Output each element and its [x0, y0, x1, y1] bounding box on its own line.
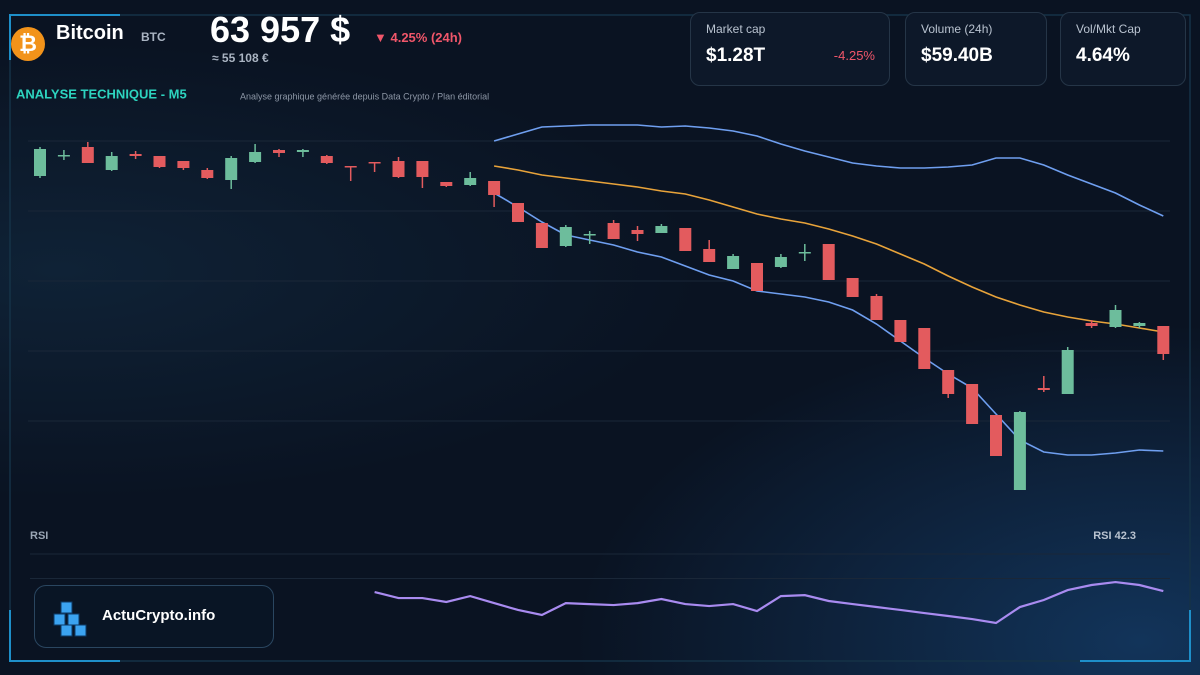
- candle-body: [559, 227, 572, 246]
- rsi-annotation: RSI 42.3: [1093, 530, 1136, 542]
- price: 63 957 $: [210, 9, 351, 50]
- candle-body: [129, 154, 142, 156]
- candle-body: [177, 161, 190, 168]
- candle-body: [822, 244, 835, 280]
- chart-title: ANALYSE TECHNIQUE - M5: [16, 86, 187, 101]
- candle-body: [320, 156, 333, 163]
- candle-body: [1133, 323, 1146, 326]
- candle-body: [225, 158, 238, 180]
- candle-body: [727, 256, 740, 269]
- coin-symbol: BTC: [141, 30, 166, 44]
- candle-body: [440, 182, 453, 186]
- rsi-title: RSI: [30, 530, 48, 542]
- candle-body: [607, 223, 620, 239]
- frame-corners: [9, 14, 1191, 662]
- candle-body: [34, 149, 46, 176]
- brand-box: ActuCrypto.info: [34, 585, 274, 648]
- candle-body: [105, 156, 118, 170]
- stat-card: Market cap $1.28T -4.25%: [690, 12, 890, 86]
- candle-body: [1157, 326, 1170, 354]
- candle-body: [1085, 323, 1098, 326]
- candle-body: [1061, 350, 1074, 394]
- stat-label: Vol/Mkt Cap: [1076, 22, 1141, 36]
- price-eur: ≈ 55 108 €: [212, 51, 269, 65]
- coin-icon: ₿: [11, 27, 45, 61]
- line: [493, 192, 1164, 456]
- candle-body: [583, 234, 596, 236]
- candle-body: [1109, 310, 1122, 327]
- stat-label: Volume (24h): [921, 22, 993, 36]
- candle-body: [535, 223, 548, 248]
- stat-card: Volume (24h) $59.40B: [905, 12, 1047, 86]
- chart-subtitle: Analyse graphique générée depuis Data Cr…: [240, 91, 489, 101]
- candle-body: [512, 203, 524, 222]
- price-change: ▼ 4.25% (24h): [374, 30, 463, 45]
- candle-body: [392, 161, 405, 177]
- candle-body: [344, 166, 357, 168]
- candle-body: [894, 320, 907, 342]
- candle-body: [942, 370, 955, 394]
- candle-body: [201, 170, 214, 178]
- candle-body: [966, 384, 979, 424]
- line: [493, 124, 1164, 217]
- candle-body: [57, 155, 70, 157]
- candle-body: [81, 147, 94, 163]
- candle-body: [774, 257, 787, 267]
- candle-body: [679, 228, 692, 251]
- candle-body: [153, 156, 166, 167]
- stat-value: $1.28T: [706, 45, 766, 66]
- candle-body: [464, 178, 477, 185]
- candle-body: [368, 162, 381, 164]
- brand-logo: [53, 601, 87, 637]
- candle-body: [488, 181, 501, 195]
- stat-change: -4.25%: [833, 48, 875, 63]
- candle-body: [846, 278, 859, 297]
- stat-value: $59.40B: [921, 45, 993, 66]
- coin-name: Bitcoin: [56, 22, 124, 44]
- frame: [9, 14, 1191, 662]
- candle-body: [631, 230, 644, 234]
- line: [374, 580, 1164, 625]
- candle-body: [1037, 388, 1050, 390]
- candle-body: [751, 263, 763, 291]
- candle-body: [273, 150, 285, 153]
- stat-card: Vol/Mkt Cap 4.64%: [1060, 12, 1186, 86]
- candle-body: [703, 249, 716, 262]
- stat-value: 4.64%: [1076, 45, 1130, 66]
- candle-body: [1013, 412, 1026, 490]
- candle-body: [296, 150, 309, 152]
- candle-body: [655, 226, 668, 233]
- candle-body: [990, 415, 1002, 456]
- candle-body: [249, 152, 262, 162]
- candle-body: [798, 252, 811, 254]
- candle-body: [416, 161, 429, 177]
- candle-body: [918, 328, 931, 369]
- line: [493, 165, 1164, 333]
- brand-name: ActuCrypto.info: [102, 607, 216, 624]
- stat-label: Market cap: [706, 22, 766, 36]
- candle-body: [870, 296, 883, 320]
